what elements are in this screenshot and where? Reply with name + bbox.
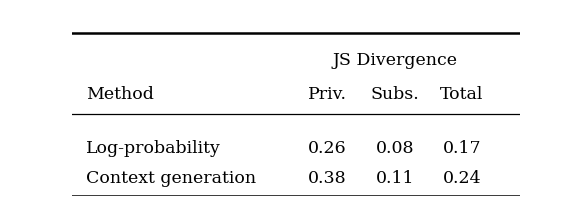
Text: 0.08: 0.08 (376, 140, 414, 157)
Text: Log-probability: Log-probability (86, 140, 221, 157)
Text: 0.24: 0.24 (443, 170, 481, 187)
Text: 0.17: 0.17 (443, 140, 481, 157)
Text: Method: Method (86, 86, 154, 103)
Text: JS Divergence: JS Divergence (332, 52, 457, 69)
Text: Total: Total (440, 86, 484, 103)
Text: Subs.: Subs. (370, 86, 419, 103)
Text: 0.11: 0.11 (376, 170, 414, 187)
Text: Context generation: Context generation (86, 170, 256, 187)
Text: 0.26: 0.26 (308, 140, 347, 157)
Text: Priv.: Priv. (308, 86, 347, 103)
Text: 0.38: 0.38 (308, 170, 347, 187)
